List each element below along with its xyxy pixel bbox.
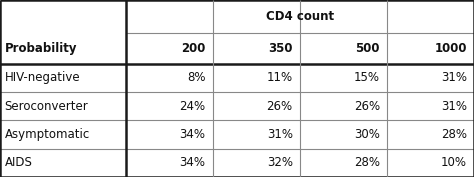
Text: 1000: 1000 xyxy=(434,42,467,55)
Text: 10%: 10% xyxy=(441,156,467,169)
Text: 11%: 11% xyxy=(266,71,293,84)
Text: Probability: Probability xyxy=(5,42,77,55)
Text: 24%: 24% xyxy=(180,100,206,113)
Text: Asymptomatic: Asymptomatic xyxy=(5,128,90,141)
Text: 26%: 26% xyxy=(266,100,293,113)
Text: 200: 200 xyxy=(181,42,206,55)
Text: 31%: 31% xyxy=(441,100,467,113)
Text: Seroconverter: Seroconverter xyxy=(5,100,89,113)
Text: CD4 count: CD4 count xyxy=(266,10,334,23)
Text: 31%: 31% xyxy=(441,71,467,84)
Text: 34%: 34% xyxy=(180,128,206,141)
Text: 28%: 28% xyxy=(441,128,467,141)
Text: 350: 350 xyxy=(268,42,293,55)
Text: 30%: 30% xyxy=(354,128,380,141)
Text: 28%: 28% xyxy=(354,156,380,169)
Text: 32%: 32% xyxy=(267,156,293,169)
Text: 26%: 26% xyxy=(354,100,380,113)
Text: 31%: 31% xyxy=(267,128,293,141)
Text: 8%: 8% xyxy=(187,71,206,84)
Text: AIDS: AIDS xyxy=(5,156,33,169)
Text: 34%: 34% xyxy=(180,156,206,169)
Text: HIV-negative: HIV-negative xyxy=(5,71,81,84)
Text: 15%: 15% xyxy=(354,71,380,84)
Text: 500: 500 xyxy=(356,42,380,55)
